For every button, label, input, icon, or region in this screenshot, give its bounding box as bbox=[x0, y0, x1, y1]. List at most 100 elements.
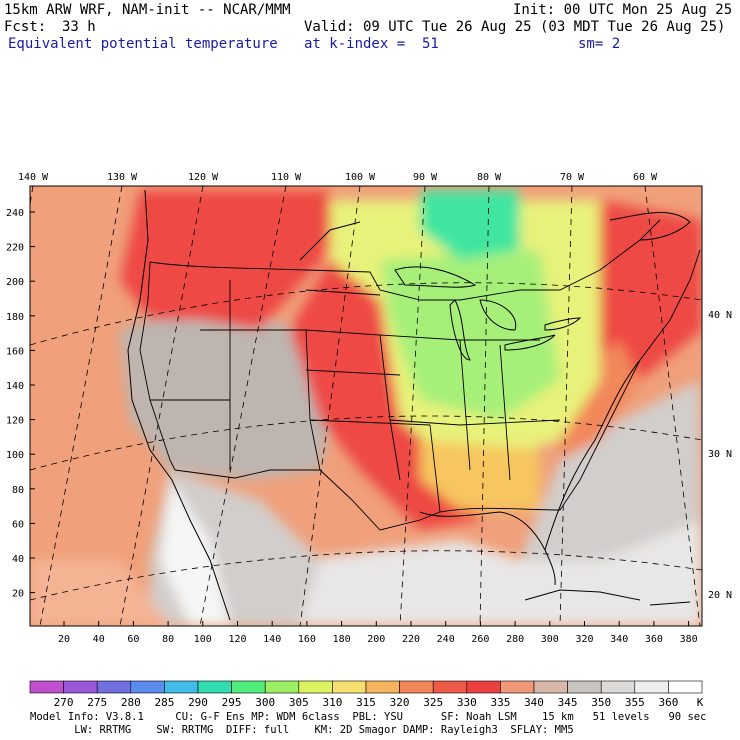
political-boundaries bbox=[139, 219, 701, 531]
colorbar-label: K bbox=[697, 696, 704, 709]
colorbar-swatch bbox=[96, 680, 132, 694]
colorbar-label: 280 bbox=[121, 696, 141, 709]
colorbar bbox=[29, 680, 703, 694]
y-grid-label: 240 bbox=[6, 208, 24, 219]
great-lakes bbox=[394, 266, 582, 361]
theta-e-field bbox=[30, 186, 702, 626]
colorbar-swatch bbox=[668, 680, 703, 694]
colorbar-swatch bbox=[197, 680, 232, 694]
longitude-line bbox=[559, 186, 573, 626]
y-grid-label: 60 bbox=[12, 519, 24, 530]
colorbar-labels: 270 275 280 285 290 295 300 305 310 315 320 325 330 3… bbox=[54, 696, 704, 709]
model-info-line2: LW: RRTMG SW: RRTMG DIFF: full KM: 2D Sm… bbox=[30, 724, 574, 736]
colorbar-label: 305 bbox=[289, 696, 309, 709]
coastlines bbox=[127, 189, 691, 621]
x-grid-label: 380 bbox=[680, 634, 698, 645]
colorbar-swatch bbox=[29, 680, 64, 694]
level-index: at k-index = 51 bbox=[304, 36, 439, 52]
longitude-label: 60 W bbox=[633, 172, 658, 183]
x-grid-label: 140 bbox=[263, 634, 281, 645]
x-grid-label: 180 bbox=[333, 634, 351, 645]
longitude-label: 140 W bbox=[18, 172, 49, 183]
x-grid-label: 40 bbox=[93, 634, 105, 645]
longitude-label: 90 W bbox=[413, 172, 438, 183]
colorbar-label: 275 bbox=[87, 696, 107, 709]
colorbar-swatch bbox=[332, 680, 367, 694]
x-grid-label: 340 bbox=[610, 634, 628, 645]
colorbar-swatch bbox=[600, 680, 636, 694]
colorbar-swatch bbox=[432, 680, 468, 694]
longitude-line bbox=[199, 186, 287, 626]
longitude-line bbox=[479, 186, 490, 626]
forecast-hour: 33 h bbox=[62, 19, 96, 35]
colorbar-swatch bbox=[264, 680, 300, 694]
colorbar-label: 270 bbox=[54, 696, 74, 709]
colorbar-label: 355 bbox=[625, 696, 645, 709]
colorbar-swatch bbox=[130, 680, 165, 694]
longitude-line bbox=[644, 186, 701, 626]
longitude-label: 120 W bbox=[188, 172, 219, 183]
colorbar-label: 285 bbox=[154, 696, 174, 709]
map-frame bbox=[29, 185, 703, 627]
colorbar-label: 330 bbox=[457, 696, 477, 709]
x-grid-label: 60 bbox=[127, 634, 139, 645]
x-grid-label: 260 bbox=[471, 634, 489, 645]
longitude-label: 80 W bbox=[477, 172, 502, 183]
colorbar-swatch bbox=[634, 680, 669, 694]
longitude-label: 110 W bbox=[271, 172, 302, 183]
y-grid-label: 140 bbox=[6, 381, 24, 392]
colorbar-swatch bbox=[567, 680, 602, 694]
x-grid-label: 120 bbox=[228, 634, 246, 645]
longitude-line bbox=[399, 186, 426, 626]
colorbar-swatch bbox=[466, 680, 501, 694]
x-grid-label: 160 bbox=[298, 634, 316, 645]
colorbar-label: 315 bbox=[356, 696, 376, 709]
colorbar-label: 360 bbox=[658, 696, 678, 709]
forecast-label: Fcst: bbox=[4, 19, 47, 35]
colorbar-label: 310 bbox=[322, 696, 342, 709]
colorbar-swatch bbox=[365, 680, 400, 694]
x-grid-label: 320 bbox=[575, 634, 593, 645]
x-grid-label: 240 bbox=[437, 634, 455, 645]
colorbar-label: 325 bbox=[423, 696, 443, 709]
graticule bbox=[30, 186, 702, 626]
x-grid-label: 100 bbox=[194, 634, 212, 645]
x-grid-label: 300 bbox=[541, 634, 559, 645]
colorbar-swatch bbox=[533, 680, 568, 694]
colorbar-label: 300 bbox=[255, 696, 275, 709]
valid-time: Valid: 09 UTC Tue 26 Aug 25 (03 MDT Tue … bbox=[304, 19, 726, 35]
y-grid-label: 180 bbox=[6, 312, 24, 323]
y-grid-label: 80 bbox=[12, 485, 24, 496]
y-grid-labels: 240 220 200 180 160 140 120 100 80 60 40 20 bbox=[6, 208, 35, 600]
longitude-line bbox=[299, 186, 361, 626]
longitude-labels: 140 W 130 W 120 W 110 W 100 W 90 W 80 W 70 W 60 … bbox=[18, 172, 658, 183]
colorbar-swatch bbox=[399, 680, 434, 694]
colorbar-label: 290 bbox=[188, 696, 208, 709]
x-grid-label: 80 bbox=[162, 634, 174, 645]
y-grid-label: 100 bbox=[6, 450, 24, 461]
colorbar-label: 295 bbox=[222, 696, 242, 709]
colorbar-label: 350 bbox=[591, 696, 611, 709]
y-grid-label: 220 bbox=[6, 243, 24, 254]
colorbar-swatch bbox=[63, 680, 98, 694]
colorbar-label: 345 bbox=[558, 696, 578, 709]
x-grid-label: 20 bbox=[58, 634, 70, 645]
longitude-label: 130 W bbox=[107, 172, 138, 183]
field-name: Equivalent potential temperature bbox=[8, 36, 278, 52]
model-title: 15km ARW WRF, NAM-init -- NCAR/MMM bbox=[4, 2, 291, 18]
y-grid-label: 40 bbox=[12, 554, 24, 565]
y-grid-label: 200 bbox=[6, 277, 24, 288]
latitude-label: 40 N bbox=[708, 310, 732, 321]
smoothing-value: sm= 2 bbox=[578, 36, 621, 52]
x-grid-label: 220 bbox=[402, 634, 420, 645]
model-info-line1: Model Info: V3.8.1 CU: G-F Ens MP: WDM 6… bbox=[30, 711, 707, 723]
colorbar-label: 320 bbox=[390, 696, 410, 709]
x-grid-labels: 20 40 60 80 100 120 140 160 180 200 220 240 260 280 30… bbox=[58, 621, 698, 645]
y-grid-label: 120 bbox=[6, 416, 24, 427]
longitude-label: 100 W bbox=[345, 172, 376, 183]
longitude-label: 70 W bbox=[560, 172, 585, 183]
latitude-label: 30 N bbox=[708, 449, 732, 460]
latitude-label: 20 N bbox=[708, 590, 732, 601]
colorbar-swatch bbox=[231, 680, 266, 694]
